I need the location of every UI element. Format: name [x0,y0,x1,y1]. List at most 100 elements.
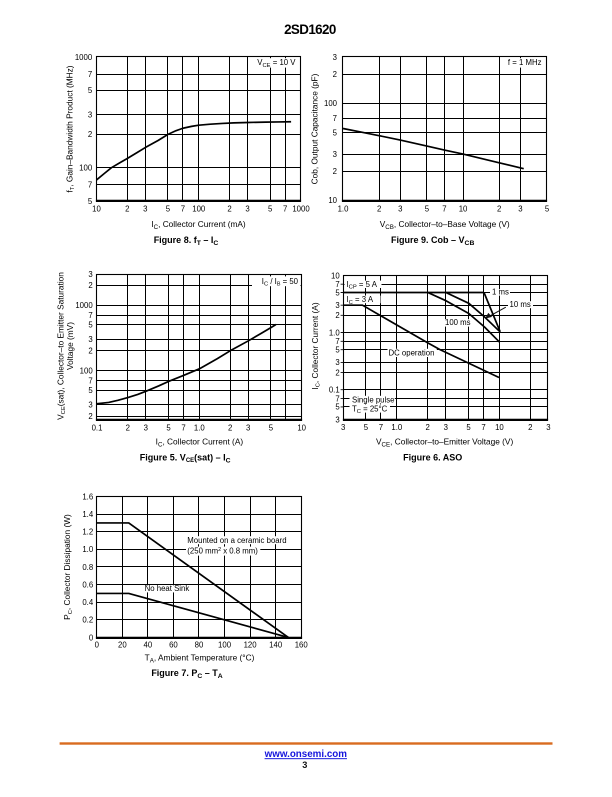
svg-text:20: 20 [118,641,127,650]
svg-text:3: 3 [341,423,345,432]
svg-text:100: 100 [80,366,94,375]
svg-text:0: 0 [89,633,94,642]
svg-text:2: 2 [88,130,92,139]
svg-text:7: 7 [333,114,337,123]
svg-text:Figure 6. ASO: Figure 6. ASO [403,452,462,462]
svg-text:3: 3 [88,111,92,120]
svg-text:Figure 9. Cob – VCB: Figure 9. Cob – VCB [391,235,474,247]
svg-text:IC, Collector Current (mA): IC, Collector Current (mA) [151,219,246,231]
svg-text:160: 160 [295,641,309,650]
svg-text:Mounted on a ceramic board: Mounted on a ceramic board [187,536,286,545]
svg-text:2: 2 [335,368,339,377]
svg-text:7: 7 [88,181,92,190]
svg-text:1.2: 1.2 [82,528,93,537]
svg-text:DC operation: DC operation [389,349,435,358]
svg-text:1 ms: 1 ms [492,288,509,297]
svg-text:3: 3 [335,358,339,367]
svg-text:1.0: 1.0 [391,423,403,432]
svg-text:2: 2 [528,423,532,432]
svg-text:0: 0 [95,641,100,650]
svg-text:2: 2 [88,281,92,290]
svg-text:VCE(sat), Collector–to Emitter: VCE(sat), Collector–to Emitter Saturatio… [56,272,68,420]
svg-text:2: 2 [227,204,231,213]
svg-text:3: 3 [333,53,337,62]
svg-text:7: 7 [442,204,446,213]
svg-text:1.0: 1.0 [338,204,350,213]
svg-text:Figure 8. fT – IC: Figure 8. fT – IC [154,235,219,247]
svg-text:2: 2 [88,347,92,356]
svg-text:3: 3 [333,150,337,159]
svg-text:2: 2 [333,70,337,79]
svg-text:2: 2 [126,423,130,432]
svg-text:5: 5 [335,403,340,412]
svg-text:f = 1 MHz: f = 1 MHz [508,58,542,67]
svg-text:5: 5 [88,386,93,395]
svg-text:2: 2 [497,204,501,213]
svg-text:120: 120 [244,641,258,650]
svg-text:5: 5 [166,423,171,432]
svg-text:3: 3 [88,400,92,409]
svg-text:100: 100 [192,204,206,213]
svg-text:fT, Gain–Bandwidth Product (MH: fT, Gain–Bandwidth Product (MHz) [64,65,76,192]
svg-text:100: 100 [324,99,338,108]
svg-text:0.4: 0.4 [82,598,94,607]
svg-text:2: 2 [426,423,430,432]
svg-text:Cob, Output Capacitance (pF): Cob, Output Capacitance (pF) [309,73,319,184]
svg-text:0.1: 0.1 [92,423,103,432]
svg-text:10: 10 [328,196,337,205]
svg-text:5: 5 [88,197,93,206]
svg-text:100: 100 [218,641,232,650]
svg-text:5: 5 [335,288,340,297]
svg-text:2SD1620: 2SD1620 [284,22,336,37]
svg-text:5: 5 [335,346,340,355]
svg-text:3: 3 [444,423,448,432]
svg-text:1.0: 1.0 [194,423,206,432]
svg-text:5: 5 [364,423,369,432]
svg-text:10: 10 [331,271,340,280]
svg-text:VCB, Collector–to–Base Voltage: VCB, Collector–to–Base Voltage (V) [380,219,510,231]
svg-text:10 ms: 10 ms [510,300,531,309]
svg-text:3: 3 [335,415,339,424]
svg-text:1.0: 1.0 [329,328,341,337]
svg-text:3: 3 [88,270,92,279]
svg-text:140: 140 [269,641,283,650]
svg-text:1000: 1000 [75,53,93,62]
svg-text:7: 7 [88,376,92,385]
svg-text:10: 10 [92,204,101,213]
svg-text:5: 5 [269,423,274,432]
svg-text:100 ms: 100 ms [445,318,471,327]
svg-text:7: 7 [88,70,92,79]
svg-text:10: 10 [495,423,504,432]
svg-text:Figure 5. VCE(sat) – IC: Figure 5. VCE(sat) – IC [140,452,231,464]
svg-text:Voltage (mV): Voltage (mV) [65,322,75,370]
svg-text:0.6: 0.6 [82,580,93,589]
svg-text:1.6: 1.6 [82,492,93,501]
svg-text:1.0: 1.0 [82,545,94,554]
svg-text:2: 2 [88,412,92,421]
svg-text:2: 2 [125,204,129,213]
svg-text:5: 5 [425,204,430,213]
svg-text:No heat Sink: No heat Sink [145,584,190,593]
svg-text:5: 5 [333,128,338,137]
svg-text:7: 7 [335,337,339,346]
svg-text:VCE, Collector–to–Emitter Volt: VCE, Collector–to–Emitter Voltage (V) [376,437,514,449]
svg-text:7: 7 [335,280,339,289]
svg-text:7: 7 [481,423,485,432]
svg-text:0.2: 0.2 [82,616,93,625]
svg-text:5: 5 [466,423,471,432]
svg-text:7: 7 [379,423,383,432]
svg-text:7: 7 [88,311,92,320]
svg-text:5: 5 [545,204,550,213]
svg-text:3: 3 [143,204,147,213]
svg-text:TA, Ambient Temperature (°C): TA, Ambient Temperature (°C) [145,653,255,665]
svg-text:2: 2 [377,204,381,213]
svg-text:7: 7 [335,394,339,403]
svg-text:5: 5 [166,204,171,213]
svg-text:5: 5 [88,86,93,95]
svg-text:PC, Collector Dissipation (W): PC, Collector Dissipation (W) [62,514,74,620]
svg-text:2: 2 [333,167,337,176]
svg-text:5: 5 [268,204,273,213]
svg-text:0.1: 0.1 [329,385,340,394]
svg-text:3: 3 [546,423,550,432]
svg-text:5: 5 [88,321,93,330]
